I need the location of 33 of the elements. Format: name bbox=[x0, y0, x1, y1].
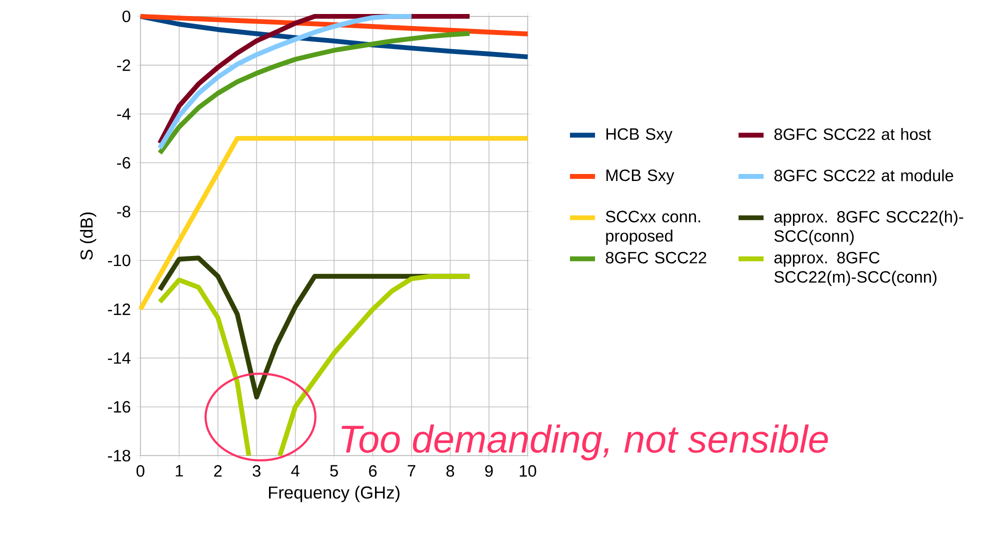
x-tick-label: 6 bbox=[369, 465, 377, 477]
x-tick-label: 10 bbox=[520, 465, 536, 477]
y-tick-label: -6 bbox=[117, 156, 130, 168]
x-tick-label: 0 bbox=[136, 465, 144, 477]
y-tick-label: -14 bbox=[108, 352, 130, 364]
legend-label: 8GFC SCC22 at module bbox=[774, 169, 954, 182]
x-tick-label: 9 bbox=[485, 465, 493, 477]
annotation: Too demanding, not sensible bbox=[342, 424, 828, 460]
legend-label: approx. 8GFC SCC22(h)-SCC(conn) bbox=[774, 210, 964, 245]
x-tick-label: 2 bbox=[214, 465, 222, 476]
legend-label: HCB Sxy bbox=[606, 128, 672, 143]
x-tick-label: 3 bbox=[252, 465, 260, 477]
y-tick-label: 0 bbox=[122, 10, 130, 22]
legend-label: 8GFC SCC22 bbox=[606, 252, 706, 264]
y-tick-label: -8 bbox=[117, 206, 130, 218]
y-tick-label: -18 bbox=[108, 450, 130, 462]
x-axis-title: Frequency (GHz) bbox=[269, 486, 400, 502]
x-tick-label: 5 bbox=[330, 465, 338, 476]
x-tick-label: 8 bbox=[446, 465, 454, 477]
legend-label: MCB Sxy bbox=[606, 169, 674, 184]
x-tick-label: 4 bbox=[291, 465, 300, 476]
y-tick-label: -2 bbox=[117, 59, 130, 71]
y-tick-label: -16 bbox=[108, 400, 130, 413]
x-tick-label: 7 bbox=[408, 465, 416, 476]
y-axis-title: S (dB) bbox=[80, 212, 96, 260]
x-tick-label: 1 bbox=[176, 465, 183, 476]
line-series bbox=[157, 14, 414, 150]
legend-label: approx. 8GFC SCC22(m)-SCC(conn) bbox=[774, 252, 936, 286]
y-tick-label: -10 bbox=[108, 254, 130, 266]
legend-label: SCCxx conn. proposed bbox=[606, 210, 700, 245]
y-tick-label: -4 bbox=[117, 108, 130, 120]
legend-label: 8GFC SCC22 at host bbox=[774, 128, 931, 140]
y-tick-label: -12 bbox=[108, 303, 130, 315]
